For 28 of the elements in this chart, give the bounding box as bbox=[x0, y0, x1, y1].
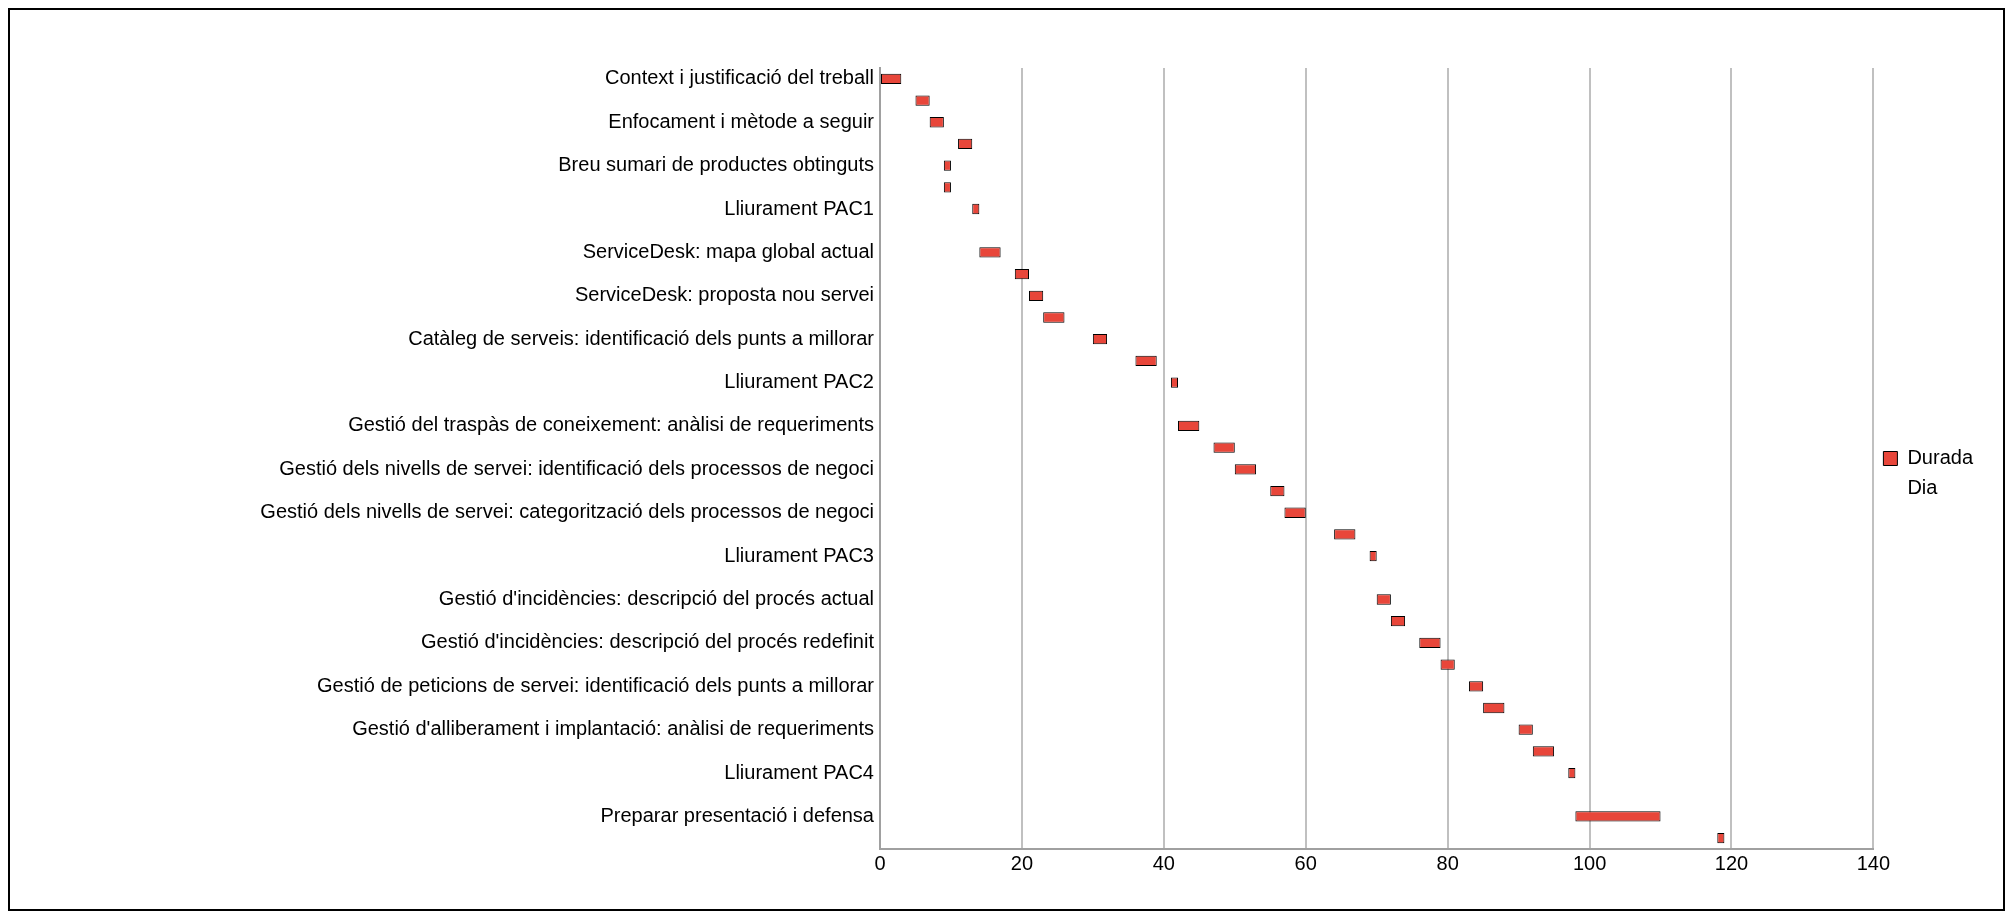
x-tick-label: 140 bbox=[1856, 851, 1891, 874]
x-tick-label: 100 bbox=[1572, 851, 1607, 874]
y-tick-label: Gestió d'incidències: descripció del procés redefinit bbox=[421, 630, 875, 653]
y-tick-label: Lliurament PAC1 bbox=[724, 196, 874, 219]
x-tick-label: 80 bbox=[1436, 851, 1459, 874]
x-tick-label: 0 bbox=[874, 851, 886, 874]
y-tick-label: Gestió dels nivells de servei: identificació dels processos de negoci bbox=[279, 456, 874, 479]
text: Dia bbox=[1907, 476, 1939, 499]
y-tick-label: Gestió d'alliberament i implantació: anàlisi de requeriments bbox=[352, 717, 874, 740]
y-tick-label: Gestió del traspàs de coneixement: anàlisi de requeriments bbox=[348, 413, 874, 436]
y-tick-label: Enfocament i mètode a seguir bbox=[608, 109, 875, 132]
y-tick-label: Context i justificació del treball bbox=[604, 66, 874, 89]
y-tick-label: Lliurament PAC2 bbox=[724, 370, 874, 393]
x-tick-label: 40 bbox=[1152, 851, 1175, 874]
x-tick-label: 20 bbox=[1010, 851, 1034, 874]
y-tick-label: Gestió d'incidències: descripció del procés actual bbox=[438, 587, 874, 610]
y-tick-label: Gestió dels nivells de servei: categorització dels processos de negoci bbox=[260, 500, 874, 523]
y-tick-label: Lliurament PAC3 bbox=[724, 543, 874, 566]
legend-label: Durada bbox=[1907, 446, 1974, 469]
y-tick-label: Catàleg de serveis: identificació dels punts a millorar bbox=[408, 326, 875, 349]
x-tick-label: 60 bbox=[1294, 851, 1317, 874]
y-tick-label: Lliurament PAC4 bbox=[724, 760, 874, 783]
y-tick-label: Preparar presentació i defensa bbox=[600, 803, 875, 826]
y-tick-label: Breu sumari de productes obtinguts bbox=[558, 153, 874, 176]
y-tick-label: ServiceDesk: mapa global actual bbox=[582, 239, 874, 262]
x-tick-label: 120 bbox=[1714, 851, 1749, 874]
y-tick-label: Gestió de peticions de servei: identificació dels punts a millorar bbox=[317, 673, 875, 696]
y-tick-label: ServiceDesk: proposta nou servei bbox=[574, 283, 874, 306]
